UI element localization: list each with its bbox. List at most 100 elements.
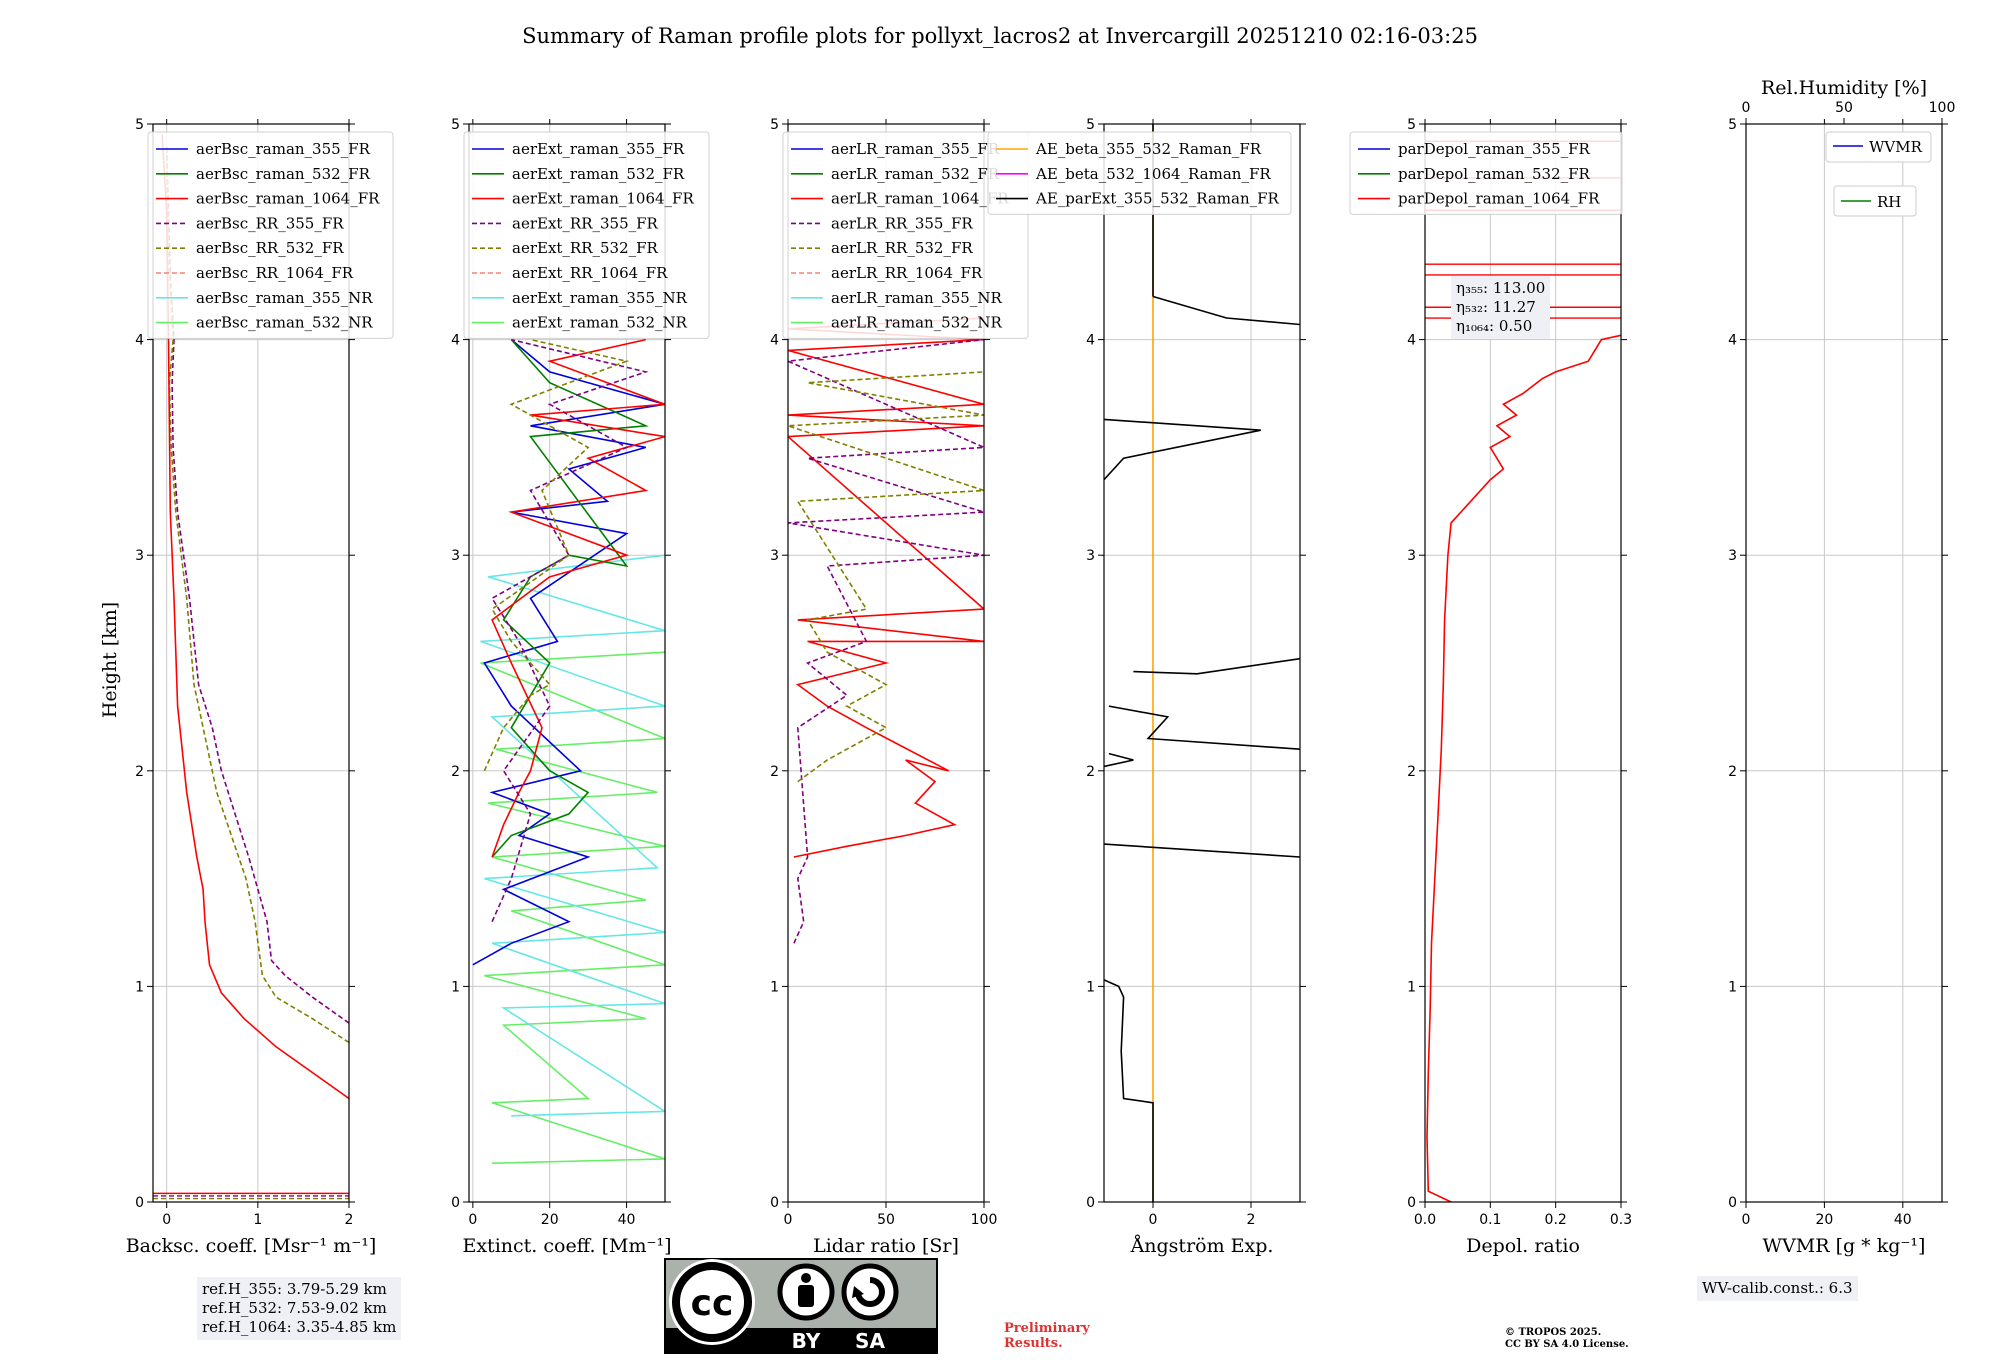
legend-label: aerExt_RR_532_FR [512,239,659,257]
legend-label: RH [1877,193,1901,211]
y-tick-label: 2 [451,764,460,780]
x-tick-label: 2 [345,1212,354,1228]
series-aerExt_RR_532_FR [483,338,630,772]
y-tick-label: 0 [135,1195,144,1211]
y-tick-label: 1 [770,979,779,995]
legend-label: aerLR_raman_532_NR [831,314,1002,332]
legend-label: aerExt_raman_355_FR [512,140,685,158]
series-aerExt_raman_532_NR [480,651,665,1164]
y-tick-label: 0 [1728,1195,1737,1211]
plot-area [788,317,984,944]
axes-frame [1424,123,1622,1203]
copyright-line-2: CC BY SA 4.0 License. [1505,1339,1629,1350]
ref-height-355: ref.H_355: 3.79-5.29 km [202,1280,387,1298]
share-alike-icon [841,1263,899,1321]
y-tick-label: 2 [135,764,144,780]
y-tick-label: 4 [451,333,460,349]
legend-box [463,131,710,339]
legend-label: aerLR_RR_355_FR [831,214,973,232]
figure-title: Summary of Raman profile plots for polly… [522,24,1478,48]
legend-label: AE_beta_532_1064_Raman_FR [1035,165,1271,183]
legend-box [782,131,1029,339]
series-AE_parExt_355_532_Raman_FR [1104,979,1154,1202]
series-AE_parExt_355_532_Raman_FR-segment [1108,705,1300,750]
legend-label: aerExt_raman_355_NR [512,289,688,307]
y-axis-label: Height [km] [99,602,121,718]
series-AE_parExt_355_532_Raman_FR-segment [1104,843,1300,858]
y-tick-label: 4 [770,333,779,349]
legend-label: aerLR_RR_1064_FR [831,264,983,282]
panel-wv: 0 20 40 0 1 2 3 4 5 WVMR [g * kg⁻¹] 0 50 100Rel.Humi… [1728,77,1955,1257]
x-tick-label: 0.1 [1479,1212,1501,1228]
x-tick-label: 100 [971,1212,998,1228]
panel-bsc: 0 1 2 0 1 2 3 4 5 Backsc. coeff. [Msr⁻¹ m⁻¹] aerBs… [126,117,394,1257]
y-tick-label: 2 [1086,764,1095,780]
y-tick-label: 4 [1728,333,1737,349]
legend-label: aerLR_raman_355_NR [831,289,1002,307]
x-tick-label: 0.3 [1610,1212,1632,1228]
x-tick-label: 1 [253,1212,262,1228]
x-axis-label: Ångström Exp. [1130,1235,1274,1257]
plot-area [472,338,665,1164]
copyright-note: © TROPOS 2025. CC BY SA 4.0 License. [1505,1327,1629,1351]
y-tick-label: 4 [1407,333,1416,349]
x-tick-label: 50 [877,1212,895,1228]
legend-label: WVMR [1869,138,1923,156]
legend-label: aerLR_raman_1064_FR [831,190,1009,208]
legend-label: aerBsc_raman_532_NR [196,314,373,332]
legend-label: aerLR_RR_532_FR [831,239,973,257]
series-aerExt_raman_1064_FR [491,338,665,858]
eta-1064: η₁₀₆₄: 0.50 [1456,317,1533,335]
top-x-axis-label: Rel.Humidity [%] [1761,77,1927,99]
legend-label: aerBsc_raman_1064_FR [196,190,380,208]
y-tick-label: 0 [451,1195,460,1211]
eta-355: η₃₅₅: 113.00 [1456,279,1546,297]
cc-logo-text: cc [691,1283,734,1324]
panel-lr: 0 50 100 0 1 2 3 4 5 Lidar ratio [Sr] aerLR_raman_… [770,117,1029,1257]
ref-height-532: ref.H_532: 7.53-9.02 km [202,1299,387,1317]
series-aerExt_raman_532_FR [491,339,649,858]
panel-ae: 0 2 0 1 2 3 4 5 Ångström Exp. AE_beta_355_532_Ram… [987,117,1306,1257]
legend-label: aerBsc_RR_1064_FR [196,264,354,282]
series-aerExt_raman_355_NR [480,554,665,1117]
y-tick-label: 3 [1407,548,1416,564]
y-tick-label: 1 [451,979,460,995]
preliminary-note: Preliminary Results. [1004,1321,1090,1351]
y-tick-label: 5 [1086,117,1095,133]
series-AE_parExt_355_532_Raman_FR-segment [1104,752,1134,768]
y-tick-label: 0 [1407,1195,1416,1211]
x-tick-label: 0 [784,1212,793,1228]
legend-box [147,131,394,339]
y-tick-label: 0 [770,1195,779,1211]
x-axis-label: Lidar ratio [Sr] [813,1235,959,1257]
top-x-tick-label: 0 [1742,100,1751,116]
plot-area [153,134,349,1200]
legend-label: aerExt_raman_532_FR [512,165,685,183]
legend-label: aerLR_raman_532_FR [831,165,1000,183]
y-tick-label: 1 [1086,979,1095,995]
series-aerLR_RR_532_FR [788,371,984,783]
axes-frame [152,123,350,1203]
legend-label: AE_parExt_355_532_Raman_FR [1035,190,1280,208]
top-x-tick-label: 50 [1835,100,1853,116]
legend-label: aerBsc_RR_532_FR [196,239,344,257]
x-tick-label: 2 [1247,1212,1256,1228]
preliminary-line-2: Results. [1004,1336,1063,1351]
y-tick-label: 4 [1086,333,1095,349]
x-axis-label: WVMR [g * kg⁻¹] [1763,1235,1926,1257]
eta-532: η₅₃₂: 11.27 [1456,298,1536,316]
legend-label: AE_beta_355_532_Raman_FR [1035,140,1262,158]
x-tick-label: 0 [468,1212,477,1228]
series-aerBsc_raman_1064_FR [161,134,349,1100]
x-tick-label: 0 [1149,1212,1158,1228]
reference-height-box: ref.H_355: 3.79-5.29 km ref.H_532: 7.53-… [197,1277,402,1340]
series-aerLR_RR_355_FR [788,338,984,944]
license-by-label: BY [792,1329,821,1353]
x-tick-label: 0.0 [1414,1212,1436,1228]
y-tick-label: 2 [1407,764,1416,780]
y-tick-label: 3 [451,548,460,564]
y-tick-label: 1 [1407,979,1416,995]
x-axis-label: Extinct. coeff. [Mm⁻¹] [462,1235,671,1257]
y-tick-label: 4 [135,333,144,349]
series-parDepol_raman_1064_FR [1426,334,1621,1202]
